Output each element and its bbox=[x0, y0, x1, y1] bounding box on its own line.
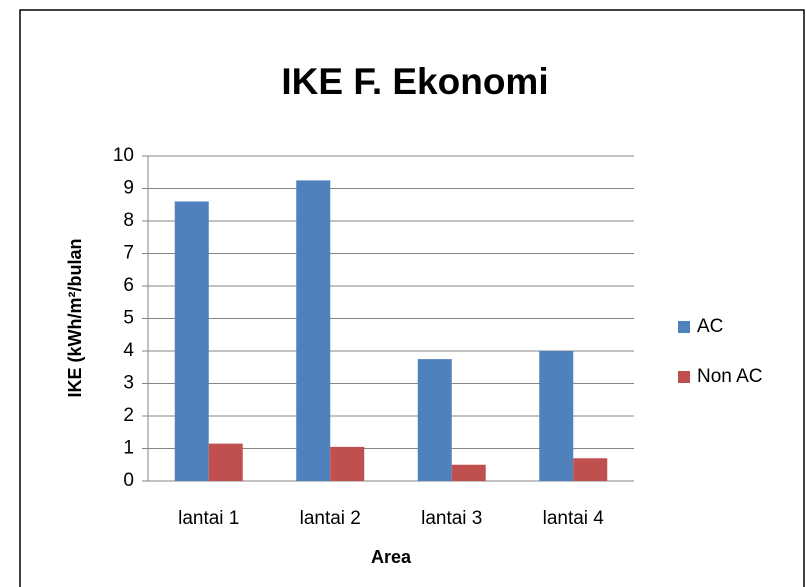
y-axis-label: IKE (kWh/m²/bulan bbox=[65, 239, 85, 398]
chart-title: IKE F. Ekonomi bbox=[281, 61, 548, 102]
y-tick-label: 10 bbox=[113, 145, 134, 166]
bar bbox=[296, 180, 331, 481]
y-tick-label: 5 bbox=[123, 308, 134, 329]
y-tick-label: 9 bbox=[123, 178, 134, 199]
y-tick-label: 2 bbox=[123, 405, 134, 426]
y-tick-label: 3 bbox=[123, 373, 134, 394]
y-tick-label: 8 bbox=[123, 210, 134, 231]
bar bbox=[208, 443, 243, 481]
chart-frame bbox=[19, 9, 805, 587]
bar bbox=[573, 458, 608, 481]
legend-swatch bbox=[678, 321, 690, 333]
y-tick-label: 4 bbox=[123, 340, 134, 361]
x-tick-label: lantai 1 bbox=[178, 508, 239, 529]
legend-label: AC bbox=[697, 316, 723, 337]
y-tick-label: 6 bbox=[123, 275, 134, 296]
legend-swatch bbox=[678, 371, 690, 383]
x-tick-label: lantai 3 bbox=[421, 508, 482, 529]
bar bbox=[174, 201, 209, 481]
bar bbox=[539, 351, 574, 481]
y-tick-label: 1 bbox=[123, 438, 134, 459]
y-tick-label: 7 bbox=[123, 243, 134, 264]
x-tick-label: lantai 2 bbox=[300, 508, 361, 529]
legend-label: Non AC bbox=[697, 366, 762, 387]
bar bbox=[417, 359, 452, 481]
y-tick-label: 0 bbox=[123, 470, 134, 491]
x-axis-label: Area bbox=[371, 547, 412, 567]
bar bbox=[330, 446, 365, 481]
bar bbox=[451, 464, 486, 481]
x-tick-label: lantai 4 bbox=[543, 508, 605, 529]
